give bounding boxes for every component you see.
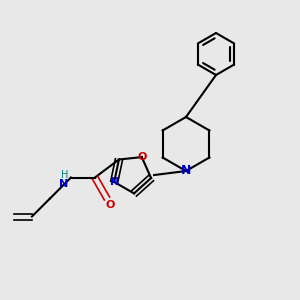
Text: N: N xyxy=(110,177,119,187)
Text: N: N xyxy=(59,178,68,188)
Text: N: N xyxy=(181,164,191,178)
Text: O: O xyxy=(137,152,146,162)
Text: H: H xyxy=(61,169,68,179)
Text: O: O xyxy=(105,200,115,209)
